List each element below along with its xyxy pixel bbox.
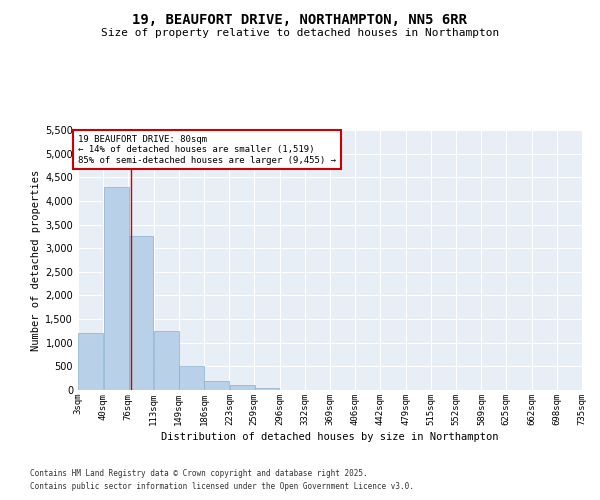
Text: Contains public sector information licensed under the Open Government Licence v3: Contains public sector information licen… [30,482,414,491]
Y-axis label: Number of detached properties: Number of detached properties [31,170,41,350]
Text: Size of property relative to detached houses in Northampton: Size of property relative to detached ho… [101,28,499,38]
Bar [230,386,254,390]
Bar [179,366,203,390]
Bar [205,380,229,390]
Text: 19, BEAUFORT DRIVE, NORTHAMPTON, NN5 6RR: 19, BEAUFORT DRIVE, NORTHAMPTON, NN5 6RR [133,12,467,26]
Text: 19 BEAUFORT DRIVE: 80sqm
← 14% of detached houses are smaller (1,519)
85% of sem: 19 BEAUFORT DRIVE: 80sqm ← 14% of detach… [78,134,336,164]
Bar [154,331,179,390]
Text: Distribution of detached houses by size in Northampton: Distribution of detached houses by size … [161,432,499,442]
Bar [128,236,154,390]
Bar [254,388,280,390]
Text: Contains HM Land Registry data © Crown copyright and database right 2025.: Contains HM Land Registry data © Crown c… [30,468,368,477]
Bar [79,334,103,390]
Bar [104,186,128,390]
